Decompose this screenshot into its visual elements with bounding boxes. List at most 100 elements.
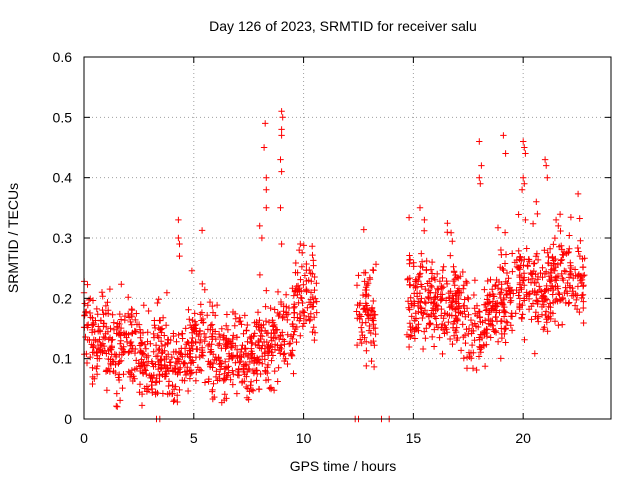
data-point bbox=[445, 318, 452, 326]
data-point bbox=[278, 126, 285, 133]
data-point bbox=[494, 224, 502, 231]
data-point bbox=[365, 327, 373, 334]
data-point bbox=[113, 330, 120, 337]
data-point bbox=[102, 302, 110, 310]
data-point bbox=[188, 267, 196, 274]
data-point bbox=[580, 282, 587, 289]
data-point bbox=[484, 277, 491, 285]
data-point bbox=[541, 297, 548, 304]
data-point bbox=[507, 297, 515, 304]
data-point bbox=[223, 364, 231, 371]
data-point bbox=[165, 378, 173, 385]
data-point bbox=[263, 287, 270, 294]
data-point bbox=[241, 371, 248, 378]
data-point bbox=[175, 366, 183, 373]
data-point bbox=[132, 316, 139, 324]
data-point bbox=[213, 356, 220, 364]
data-point bbox=[271, 367, 278, 375]
data-point bbox=[313, 280, 320, 287]
data-point bbox=[181, 368, 189, 375]
data-point bbox=[172, 383, 179, 390]
data-point bbox=[526, 290, 534, 297]
grid-lines bbox=[84, 57, 611, 419]
data-point bbox=[214, 342, 222, 349]
data-point bbox=[550, 241, 557, 248]
data-point bbox=[263, 186, 270, 193]
data-point bbox=[258, 327, 265, 335]
x-tick-label: 5 bbox=[190, 430, 198, 446]
data-point bbox=[528, 316, 535, 323]
data-point bbox=[289, 285, 296, 292]
data-point bbox=[497, 264, 504, 271]
data-point bbox=[250, 332, 257, 340]
data-point bbox=[422, 300, 429, 307]
data-point bbox=[574, 244, 581, 252]
data-point bbox=[498, 281, 505, 288]
data-point bbox=[566, 299, 573, 306]
data-point bbox=[264, 361, 272, 369]
data-point bbox=[110, 326, 118, 333]
data-point bbox=[303, 260, 310, 268]
data-point bbox=[107, 360, 114, 367]
data-point bbox=[577, 277, 584, 284]
data-point bbox=[84, 302, 91, 309]
data-point bbox=[450, 277, 457, 285]
data-point bbox=[89, 364, 96, 371]
data-point bbox=[91, 328, 98, 335]
data-point bbox=[308, 278, 315, 285]
data-point bbox=[408, 313, 415, 320]
data-point bbox=[405, 343, 413, 351]
data-point bbox=[104, 367, 111, 374]
data-point bbox=[267, 342, 274, 350]
data-point bbox=[162, 322, 170, 329]
data-point bbox=[110, 319, 117, 326]
data-point bbox=[284, 360, 291, 368]
data-point bbox=[437, 297, 444, 304]
data-point bbox=[170, 348, 177, 356]
data-point bbox=[267, 304, 274, 312]
data-point bbox=[287, 333, 295, 340]
data-point bbox=[544, 314, 552, 321]
data-point bbox=[370, 363, 378, 371]
data-point bbox=[438, 296, 445, 303]
data-point bbox=[155, 296, 162, 303]
data-point bbox=[513, 286, 520, 294]
data-point bbox=[296, 246, 303, 254]
data-point bbox=[483, 296, 491, 303]
data-point bbox=[89, 321, 96, 328]
data-point bbox=[365, 280, 372, 287]
data-point bbox=[293, 323, 300, 331]
data-point bbox=[271, 330, 278, 337]
data-point bbox=[220, 332, 228, 339]
data-point bbox=[197, 301, 204, 308]
data-point bbox=[156, 371, 163, 378]
data-point bbox=[144, 352, 152, 359]
data-point bbox=[278, 168, 285, 175]
data-point bbox=[580, 304, 587, 312]
y-tick-label: 0.1 bbox=[53, 351, 73, 367]
data-point bbox=[522, 150, 529, 157]
data-point bbox=[295, 299, 302, 306]
data-point bbox=[212, 373, 220, 381]
x-tick-label: 20 bbox=[515, 430, 531, 446]
data-point bbox=[275, 312, 282, 320]
data-point bbox=[368, 305, 376, 313]
data-point bbox=[502, 325, 510, 332]
data-point bbox=[443, 277, 450, 285]
data-point bbox=[521, 336, 528, 343]
data-point bbox=[94, 311, 101, 318]
data-point bbox=[277, 332, 284, 340]
data-point bbox=[368, 357, 375, 365]
data-point bbox=[150, 348, 157, 355]
data-point bbox=[164, 340, 171, 348]
data-point bbox=[490, 326, 497, 333]
data-point bbox=[191, 310, 198, 317]
data-point bbox=[562, 284, 569, 291]
data-point bbox=[540, 293, 548, 300]
data-point bbox=[461, 308, 468, 315]
data-point bbox=[579, 291, 587, 298]
data-point bbox=[149, 360, 156, 367]
data-point bbox=[278, 108, 285, 115]
data-point bbox=[279, 329, 286, 336]
data-point bbox=[98, 342, 105, 349]
